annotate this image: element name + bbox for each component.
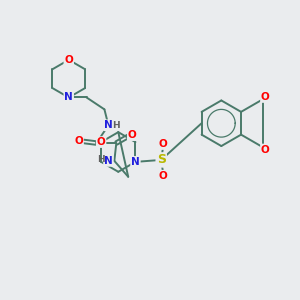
Text: O: O bbox=[159, 139, 168, 149]
Text: O: O bbox=[128, 130, 136, 140]
Text: N: N bbox=[131, 157, 140, 167]
Text: O: O bbox=[261, 145, 270, 154]
Text: S: S bbox=[157, 153, 166, 167]
Text: N: N bbox=[104, 120, 113, 130]
Text: H: H bbox=[97, 155, 104, 164]
Text: O: O bbox=[261, 92, 270, 102]
Text: O: O bbox=[97, 137, 106, 147]
Text: O: O bbox=[159, 171, 168, 181]
Text: O: O bbox=[64, 55, 73, 65]
Text: N: N bbox=[64, 92, 73, 103]
Text: O: O bbox=[74, 136, 83, 146]
Text: N: N bbox=[104, 156, 113, 166]
Text: H: H bbox=[112, 121, 120, 130]
